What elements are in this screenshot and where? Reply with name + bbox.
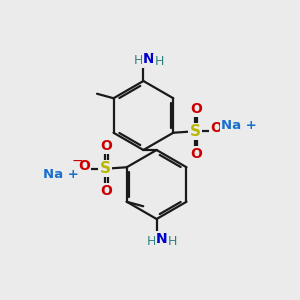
Text: −: − xyxy=(217,117,228,131)
Text: O: O xyxy=(100,184,112,198)
Text: Na +: Na + xyxy=(43,168,79,181)
Text: Na +: Na + xyxy=(221,119,257,132)
Text: N: N xyxy=(143,52,154,66)
Text: H: H xyxy=(154,55,164,68)
Text: H: H xyxy=(133,54,143,68)
Text: O: O xyxy=(78,159,90,173)
Text: O: O xyxy=(100,139,112,153)
Text: S: S xyxy=(189,124,200,139)
Text: H: H xyxy=(167,235,177,248)
Text: O: O xyxy=(190,102,202,116)
Text: S: S xyxy=(100,161,111,176)
Text: −: − xyxy=(72,154,83,168)
Text: O: O xyxy=(210,121,222,135)
Text: H: H xyxy=(146,235,156,248)
Text: N: N xyxy=(156,232,168,246)
Text: O: O xyxy=(190,147,202,161)
